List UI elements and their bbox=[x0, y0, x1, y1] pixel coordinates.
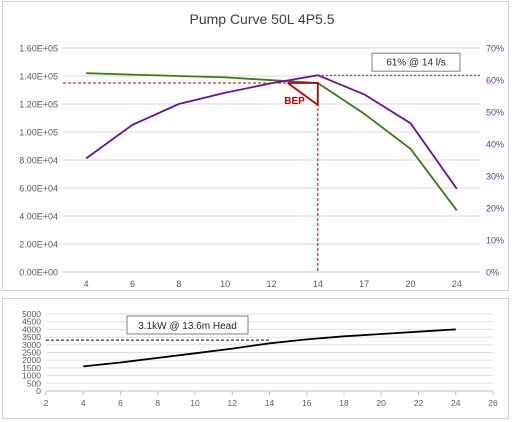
bottom-y-tick-label: 2000 bbox=[22, 355, 41, 365]
left-axis-tick-label: 1.20E+05 bbox=[19, 100, 58, 110]
top-chart-tick-labels: 0.00E+00 2.00E+04 4.00E+04 6.00E+04 8.00E+04… bbox=[19, 44, 504, 290]
right-axis-tick-label: 50% bbox=[486, 108, 504, 118]
bottom-y-tick-label: 3000 bbox=[22, 340, 41, 350]
efficiency-callout-label: 61% @ 14 l/s bbox=[386, 58, 446, 69]
bottom-x-tick-label: 24 bbox=[451, 398, 461, 408]
right-axis-tick-label: 40% bbox=[486, 140, 504, 150]
x-axis-tick-label: 24 bbox=[452, 279, 462, 289]
bottom-x-tick-label: 26 bbox=[488, 398, 498, 408]
bottom-y-tick-label: 1000 bbox=[22, 371, 41, 381]
left-axis-tick-label: 1.60E+05 bbox=[19, 44, 58, 54]
bottom-x-tick-label: 6 bbox=[118, 398, 123, 408]
bottom-y-tick-label: 2500 bbox=[22, 348, 41, 358]
bottom-y-tick-label: 4500 bbox=[22, 317, 41, 327]
head-curve-line bbox=[86, 72, 458, 211]
x-axis-tick-label: 17 bbox=[359, 279, 369, 289]
efficiency-callout-box bbox=[371, 52, 461, 72]
left-axis-tick-label: 6.00E+04 bbox=[19, 184, 58, 194]
power-callout-label: 3.1kW @ 13.6m Head bbox=[138, 321, 237, 332]
top-chart-series bbox=[85, 72, 458, 211]
top-chart-panel bbox=[2, 1, 509, 291]
left-axis-tick-label: 1.00E+05 bbox=[19, 128, 58, 138]
left-axis-tick-label: 0.00E+00 bbox=[19, 268, 58, 278]
bottom-y-tick-label: 5000 bbox=[22, 309, 41, 319]
top-chart-annotations: BEP 61% @ 14 l/s bbox=[284, 52, 461, 107]
bottom-x-tick-label: 16 bbox=[302, 398, 312, 408]
bottom-x-tick-label: 10 bbox=[190, 398, 200, 408]
bottom-x-tick-label: 12 bbox=[228, 398, 238, 408]
bottom-y-tick-label: 4000 bbox=[22, 324, 41, 334]
bottom-x-tick-label: 2 bbox=[44, 398, 49, 408]
power-curve-line bbox=[83, 328, 456, 368]
left-axis-tick-label: 1.40E+05 bbox=[19, 72, 58, 82]
x-axis-tick-label: 10 bbox=[220, 279, 230, 289]
right-axis-tick-label: 10% bbox=[486, 236, 504, 246]
bep-triangle-marker bbox=[287, 82, 319, 107]
chart-title: Pump Curve 50L 4P5.5 bbox=[189, 11, 334, 27]
power-callout-box bbox=[126, 315, 249, 335]
x-axis-tick-label: 8 bbox=[176, 279, 181, 289]
bottom-chart-series bbox=[83, 328, 456, 368]
bottom-chart-panel bbox=[2, 298, 509, 419]
left-axis-tick-label: 4.00E+04 bbox=[19, 212, 58, 222]
x-axis-tick-label: 6 bbox=[130, 279, 135, 289]
left-axis-tick-label: 8.00E+04 bbox=[19, 156, 58, 166]
right-axis-tick-label: 70% bbox=[486, 44, 504, 54]
top-chart-gridlines bbox=[63, 47, 480, 273]
bottom-y-tick-label: 3500 bbox=[22, 332, 41, 342]
bottom-y-tick-label: 500 bbox=[27, 378, 41, 388]
bottom-y-tick-label: 0 bbox=[36, 386, 41, 396]
bottom-x-tick-label: 8 bbox=[155, 398, 160, 408]
right-axis-tick-label: 30% bbox=[486, 172, 504, 182]
bottom-y-tick-label: 1500 bbox=[22, 363, 41, 373]
x-axis-tick-label: 4 bbox=[84, 279, 89, 289]
right-axis-tick-label: 20% bbox=[486, 204, 504, 214]
efficiency-curve-line bbox=[85, 74, 458, 190]
x-axis-tick-label: 12 bbox=[266, 279, 276, 289]
bottom-chart-tick-labels: 0500100015002000250030003500400045005000… bbox=[22, 309, 498, 408]
bep-label: BEP bbox=[284, 96, 305, 107]
bottom-x-tick-label: 14 bbox=[265, 398, 275, 408]
bottom-chart-gridlines bbox=[45, 313, 494, 395]
x-axis-tick-label: 14 bbox=[313, 279, 323, 289]
bottom-x-tick-label: 22 bbox=[414, 398, 424, 408]
x-axis-tick-label: 20 bbox=[405, 279, 415, 289]
right-axis-tick-label: 0% bbox=[486, 268, 499, 278]
bottom-x-tick-label: 18 bbox=[339, 398, 349, 408]
right-axis-tick-label: 60% bbox=[486, 76, 504, 86]
bottom-chart-annotations: 3.1kW @ 13.6m Head bbox=[46, 315, 270, 341]
left-axis-tick-label: 2.00E+04 bbox=[19, 240, 58, 250]
bottom-x-tick-label: 4 bbox=[81, 398, 86, 408]
bottom-x-tick-label: 20 bbox=[377, 398, 387, 408]
